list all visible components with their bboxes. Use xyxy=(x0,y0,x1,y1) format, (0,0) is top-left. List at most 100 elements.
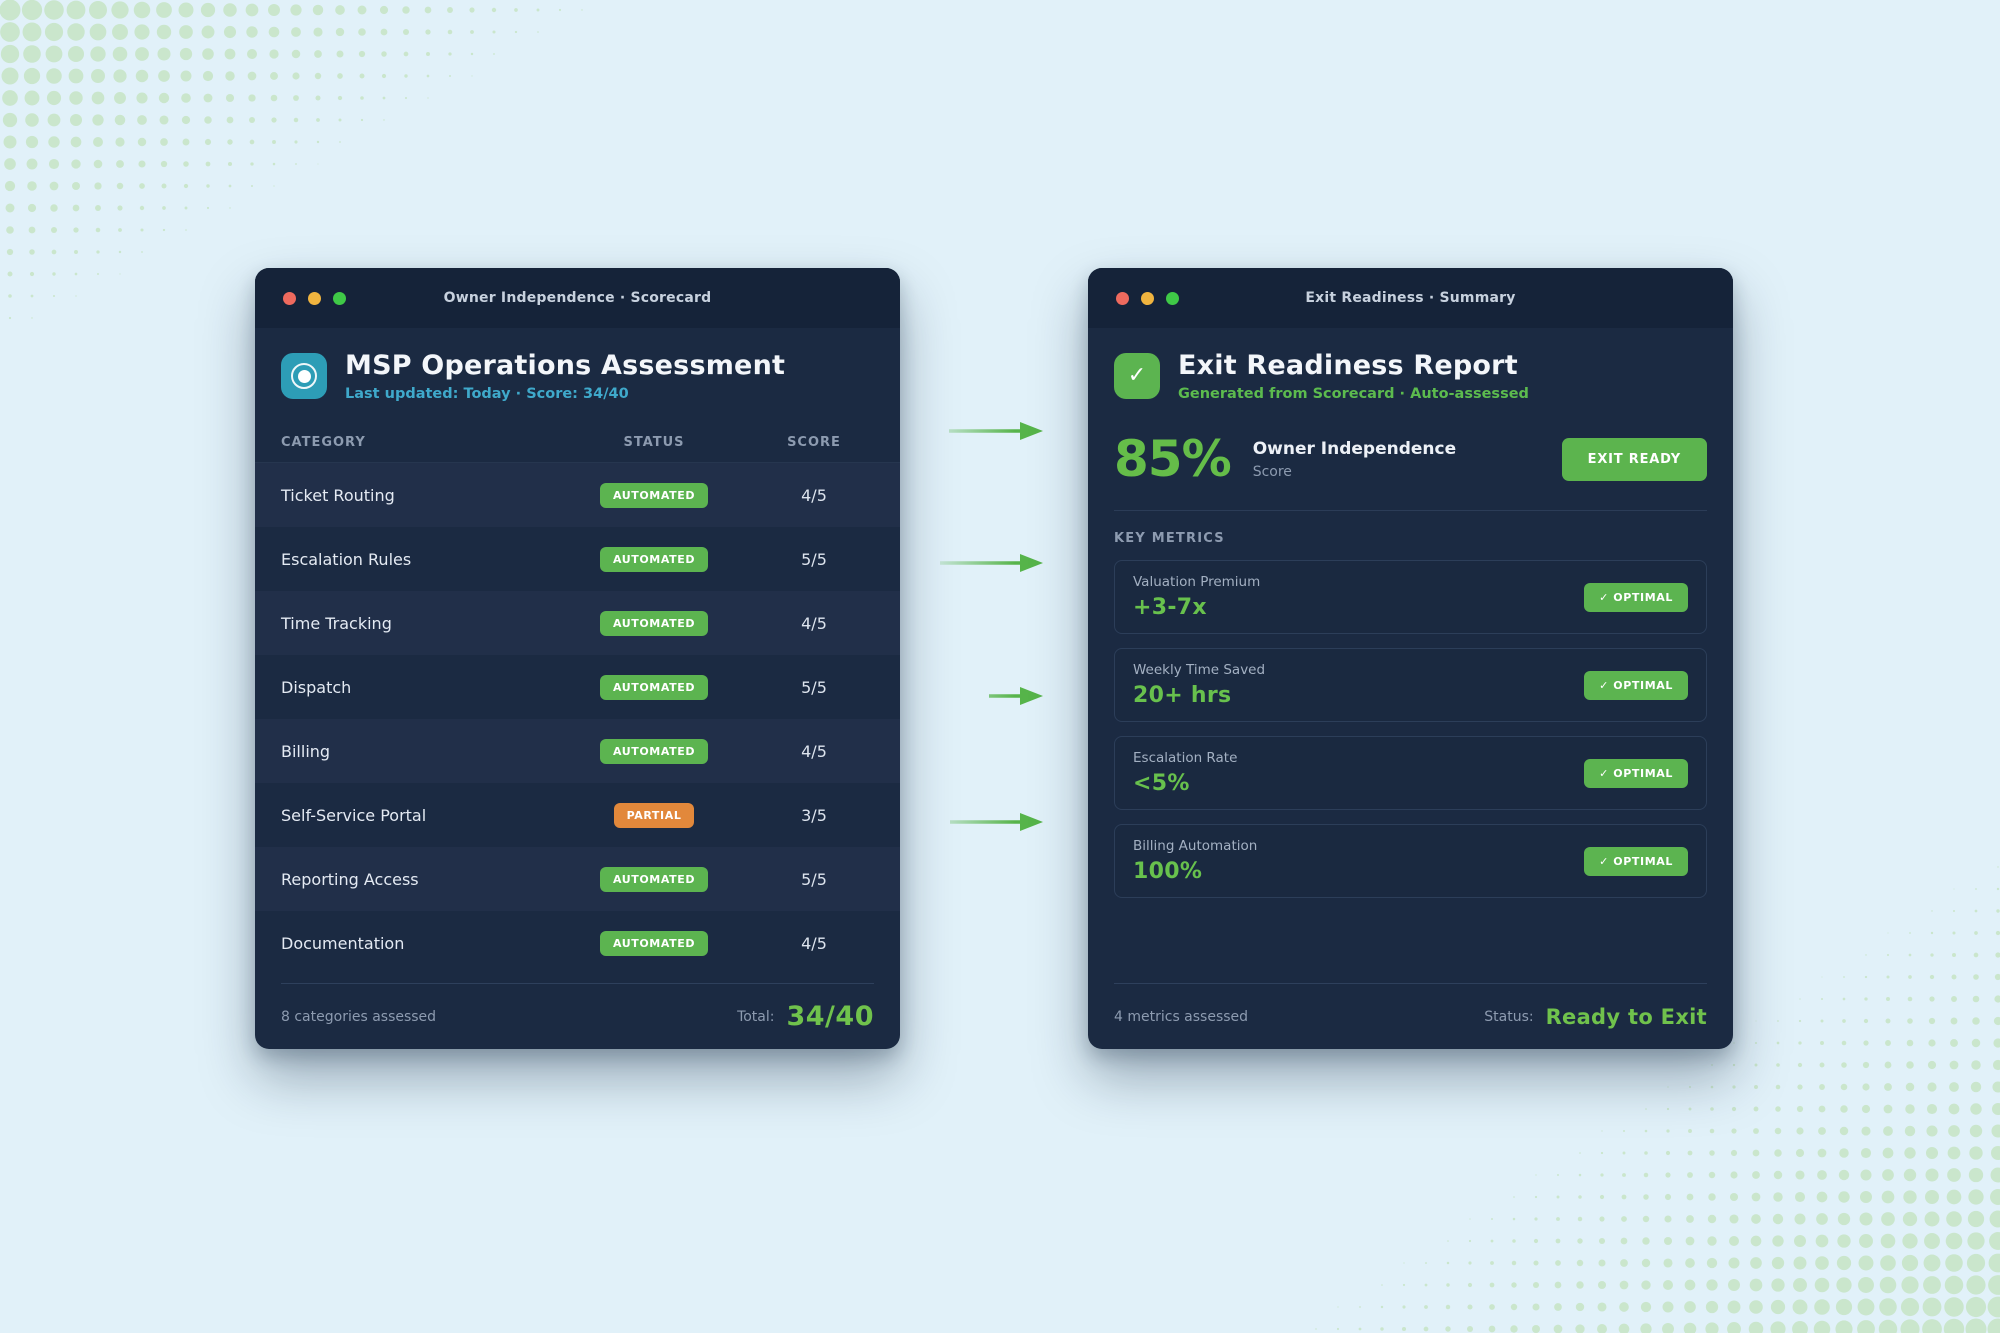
score-cell: 4/5 xyxy=(801,613,827,633)
score-cell: 5/5 xyxy=(801,869,827,889)
minimize-window-button[interactable] xyxy=(308,291,321,305)
zoom-window-button[interactable] xyxy=(333,291,346,305)
overall-score-value: 85% xyxy=(1114,430,1232,489)
metric-value: +3-7x xyxy=(1133,595,1207,621)
window-title: Exit Readiness · Summary xyxy=(1305,290,1516,306)
status-badge: AUTOMATED xyxy=(599,930,709,956)
metric-value: <5% xyxy=(1133,771,1190,797)
score-cell: 3/5 xyxy=(801,805,827,825)
metric-value: 100% xyxy=(1133,859,1203,885)
optimal-badge: ✓ OPTIMAL xyxy=(1584,758,1688,788)
page-title: MSP Operations Assessment xyxy=(345,350,786,381)
column-header-status: STATUS xyxy=(623,434,685,450)
window-controls xyxy=(283,291,346,305)
metrics-assessed-text: 4 metrics assessed xyxy=(1114,1008,1249,1025)
scorecard-heading-text: MSP Operations Assessment Last updated: … xyxy=(345,350,785,402)
column-header-category: CATEGORY xyxy=(281,434,366,450)
metric-label: Valuation Premium xyxy=(1133,574,1261,591)
metric-card: Escalation Rate <5% ✓ OPTIMAL xyxy=(1114,736,1707,811)
category-cell: Documentation xyxy=(281,933,405,953)
scorecard-table-body: Ticket Routing AUTOMATED 4/5 Escalation … xyxy=(255,463,900,975)
optimal-badge: ✓ OPTIMAL xyxy=(1584,846,1688,876)
status-badge: AUTOMATED xyxy=(599,610,709,636)
table-row: Reporting Access AUTOMATED 5/5 xyxy=(255,847,900,912)
page-subtitle: Generated from Scorecard · Auto-assessed xyxy=(1178,386,1529,403)
report-heading-text: Exit Readiness Report Generated from Sco… xyxy=(1178,350,1529,402)
metric-text: Weekly Time Saved 20+ hrs xyxy=(1133,662,1265,708)
checkmark-icon: ✓ xyxy=(1114,353,1160,400)
score-cell: 5/5 xyxy=(801,549,827,569)
flow-arrow-3 xyxy=(989,687,1043,705)
exit-ready-button[interactable]: EXIT READY xyxy=(1561,437,1707,481)
close-window-button[interactable] xyxy=(283,291,296,305)
total-score: Total: 34/40 xyxy=(737,1001,874,1032)
status-badge: AUTOMATED xyxy=(599,866,709,892)
category-cell: Dispatch xyxy=(281,677,352,697)
metric-label: Escalation Rate xyxy=(1133,750,1238,767)
score-cell: 5/5 xyxy=(801,677,827,697)
flow-arrow-4 xyxy=(950,813,1043,831)
status-cell: AUTOMATED xyxy=(554,866,754,892)
report-header: ✓ Exit Readiness Report Generated from S… xyxy=(1088,328,1733,422)
optimal-badge: ✓ OPTIMAL xyxy=(1584,582,1688,612)
column-header-score: SCORE xyxy=(787,434,841,450)
category-cell: Escalation Rules xyxy=(281,549,412,569)
window-controls xyxy=(1116,291,1179,305)
scorecard-titlebar: Owner Independence · Scorecard xyxy=(255,268,900,328)
status-cell: AUTOMATED xyxy=(554,930,754,956)
metric-card: Billing Automation 100% ✓ OPTIMAL xyxy=(1114,824,1707,899)
scorecard-header: MSP Operations Assessment Last updated: … xyxy=(255,328,900,422)
exit-status: Status: Ready to Exit xyxy=(1484,1005,1707,1029)
table-row: Ticket Routing AUTOMATED 4/5 xyxy=(255,463,900,528)
score-cell: 4/5 xyxy=(801,933,827,953)
flow-arrows xyxy=(940,422,1043,831)
status-cell: AUTOMATED xyxy=(554,674,754,700)
zoom-window-button[interactable] xyxy=(1166,291,1179,305)
status-value: Ready to Exit xyxy=(1545,1004,1707,1029)
key-metrics-heading: KEY METRICS xyxy=(1114,531,1225,547)
categories-assessed-text: 8 categories assessed xyxy=(281,1008,437,1025)
optimal-badge: ✓ OPTIMAL xyxy=(1584,670,1688,700)
table-row: Time Tracking AUTOMATED 4/5 xyxy=(255,591,900,656)
category-cell: Ticket Routing xyxy=(281,485,395,505)
score-label: Owner Independence xyxy=(1252,438,1457,459)
status-cell: PARTIAL xyxy=(554,802,754,828)
status-badge: AUTOMATED xyxy=(599,674,709,700)
metrics-list: Valuation Premium +3-7x ✓ OPTIMAL Weekly… xyxy=(1088,560,1733,912)
total-value: 34/40 xyxy=(786,1001,874,1032)
status-badge: PARTIAL xyxy=(613,802,695,828)
table-row: Dispatch AUTOMATED 5/5 xyxy=(255,655,900,719)
table-row: Self-Service Portal PARTIAL 3/5 xyxy=(255,783,900,847)
metric-value: 20+ hrs xyxy=(1133,683,1232,709)
metric-label: Weekly Time Saved xyxy=(1133,662,1266,679)
status-cell: AUTOMATED xyxy=(554,738,754,764)
scorecard-footer: 8 categories assessed Total: 34/40 xyxy=(281,983,874,1049)
overall-score-meta: Owner Independence Score xyxy=(1253,439,1456,480)
exit-readiness-titlebar: Exit Readiness · Summary xyxy=(1088,268,1733,328)
page-title: Exit Readiness Report xyxy=(1178,350,1518,381)
target-icon-dot xyxy=(297,369,311,383)
close-window-button[interactable] xyxy=(1116,291,1129,305)
flow-arrow-1 xyxy=(949,422,1043,440)
overall-score-row: 85% Owner Independence Score EXIT READY xyxy=(1088,422,1733,510)
status-label: Status: xyxy=(1484,1008,1534,1025)
metric-card: Weekly Time Saved 20+ hrs ✓ OPTIMAL xyxy=(1114,648,1707,723)
category-cell: Time Tracking xyxy=(281,613,392,633)
minimize-window-button[interactable] xyxy=(1141,291,1154,305)
scorecard-window: Owner Independence · Scorecard MSP Opera… xyxy=(255,268,900,1049)
flow-arrow-2 xyxy=(940,554,1043,572)
page-subtitle: Last updated: Today · Score: 34/40 xyxy=(345,386,629,403)
target-icon xyxy=(281,353,327,400)
score-cell: 4/5 xyxy=(801,485,827,505)
report-footer: 4 metrics assessed Status: Ready to Exit xyxy=(1114,983,1707,1049)
metric-label: Billing Automation xyxy=(1133,838,1258,855)
total-label: Total: xyxy=(737,1008,775,1025)
metric-card: Valuation Premium +3-7x ✓ OPTIMAL xyxy=(1114,560,1707,635)
score-cell: 4/5 xyxy=(801,741,827,761)
status-badge: AUTOMATED xyxy=(599,482,709,508)
table-row: Billing AUTOMATED 4/5 xyxy=(255,719,900,784)
window-title: Owner Independence · Scorecard xyxy=(443,290,712,306)
status-badge: AUTOMATED xyxy=(599,546,709,572)
table-header-row: CATEGORY STATUS SCORE xyxy=(255,422,900,464)
